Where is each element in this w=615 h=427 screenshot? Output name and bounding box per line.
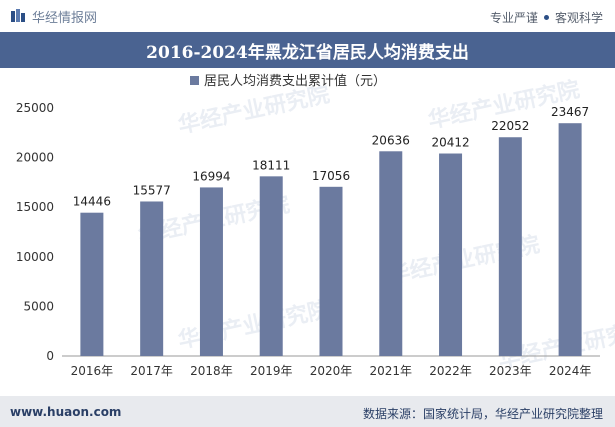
data-label-0: 14446: [73, 195, 111, 209]
watermark-4: 华经产业研究院: [176, 296, 332, 353]
dot-icon: [543, 15, 549, 20]
y-tick-label-5: 25000: [16, 101, 54, 115]
y-tick-label-3: 15000: [16, 200, 54, 214]
data-label-6: 20412: [431, 136, 469, 150]
footer: www.huaon.com 数据来源：国家统计局，华经产业研究院整理: [0, 396, 615, 427]
brand-logo-icon: [11, 9, 25, 22]
bar-0: [80, 212, 104, 356]
x-tick-label-6: 2022年: [429, 364, 472, 378]
slogan: 专业严谨 客观科学: [490, 9, 603, 26]
top-bar: 华经情报网 专业严谨 客观科学: [0, 0, 615, 32]
x-tick-label-0: 2016年: [71, 364, 114, 378]
bar-8: [558, 123, 582, 356]
data-label-3: 18111: [252, 158, 290, 172]
bar-1: [140, 201, 164, 356]
bar-2: [199, 187, 223, 356]
legend-swatch: [190, 76, 199, 85]
bar-chart: 华经产业研究院华经产业研究院华经产业研究院华经产业研究院华经产业研究院华经产业研…: [16, 73, 615, 378]
x-tick-label-2: 2018年: [190, 364, 233, 378]
bar-5: [379, 151, 403, 356]
data-label-1: 15577: [133, 183, 171, 197]
data-label-7: 22052: [491, 119, 529, 133]
chart-title: 2016-2024年黑龙江省居民人均消费支出: [0, 32, 615, 68]
legend-label: 居民人均消费支出累计值（元）: [204, 73, 386, 89]
data-label-5: 20636: [372, 133, 410, 147]
watermark-0: 华经产业研究院: [176, 81, 332, 138]
x-tick-label-4: 2020年: [310, 364, 353, 378]
x-tick-label-1: 2017年: [130, 364, 173, 378]
footer-source: 数据来源：国家统计局，华经产业研究院整理: [362, 407, 603, 421]
x-tick-label-7: 2023年: [489, 364, 532, 378]
footer-url[interactable]: www.huaon.com: [10, 405, 122, 419]
x-tick-label-3: 2019年: [250, 364, 293, 378]
bar-3: [259, 176, 283, 356]
x-tick-label-8: 2024年: [549, 364, 592, 378]
y-tick-label-1: 5000: [23, 299, 54, 313]
bar-4: [319, 186, 343, 356]
y-tick-label-2: 10000: [16, 250, 54, 264]
data-label-2: 16994: [192, 169, 230, 183]
bar-7: [498, 137, 522, 356]
brand-name: 华经情报网: [32, 10, 98, 26]
slogan-2: 客观科学: [554, 11, 603, 25]
y-tick-label-4: 20000: [16, 151, 54, 165]
data-label-4: 17056: [312, 169, 350, 183]
data-label-8: 23467: [551, 105, 589, 119]
y-tick-label-0: 0: [46, 349, 54, 363]
bar-6: [439, 153, 463, 356]
x-tick-label-5: 2021年: [370, 364, 413, 378]
slogan-1: 专业严谨: [489, 11, 538, 25]
brand-logo: 华经情报网: [10, 8, 98, 26]
